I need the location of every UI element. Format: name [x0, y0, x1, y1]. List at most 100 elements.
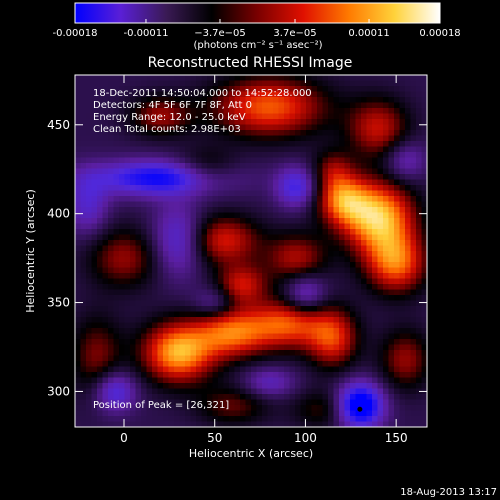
heatmap-cell [333, 306, 340, 312]
heatmap-cell [102, 168, 109, 175]
heatmap-cell [146, 295, 153, 301]
heatmap-cell [146, 102, 153, 109]
heatmap-cell [377, 124, 384, 131]
heatmap-cell [273, 223, 279, 230]
heatmap-cell [361, 196, 367, 202]
heatmap-cell [344, 262, 351, 268]
heatmap-cell [196, 152, 202, 158]
heatmap-cell [119, 295, 125, 301]
heatmap-cell [212, 190, 219, 197]
heatmap-cell [317, 317, 323, 323]
heatmap-cell [190, 421, 197, 428]
heatmap-cell [355, 394, 362, 400]
heatmap-cell [262, 218, 268, 224]
heatmap-cell [399, 366, 406, 373]
heatmap-cell [339, 267, 345, 274]
heatmap-cell [383, 300, 389, 307]
heatmap-cell [405, 383, 411, 389]
heatmap-cell [333, 372, 340, 378]
heatmap-cell [256, 328, 263, 334]
y-tick-label: 350 [47, 296, 70, 310]
heatmap-cell [311, 355, 318, 362]
heatmap-cell [322, 355, 329, 362]
heatmap-cell [251, 152, 257, 158]
heatmap-cell [405, 102, 411, 109]
heatmap-cell [163, 273, 169, 279]
heatmap-cell [240, 174, 246, 180]
heatmap-cell [135, 240, 142, 246]
heatmap-cell [245, 344, 252, 351]
heatmap-cell [91, 306, 98, 312]
heatmap-cell [300, 295, 307, 301]
heatmap-cell [113, 344, 120, 351]
heatmap-cell [377, 410, 384, 417]
heatmap-cell [251, 262, 257, 268]
heatmap-cell [174, 97, 180, 103]
heatmap-cell [317, 240, 323, 246]
heatmap-cell [399, 174, 406, 180]
heatmap-cell [372, 300, 378, 307]
heatmap-cell [366, 190, 373, 197]
heatmap-cell [240, 278, 246, 285]
heatmap-cell [80, 174, 87, 180]
heatmap-cell [361, 355, 367, 362]
heatmap-cell [86, 416, 92, 422]
heatmap-cell [251, 377, 257, 384]
heatmap-cell [317, 333, 323, 340]
heatmap-cell [201, 361, 208, 367]
heatmap-cell [399, 185, 406, 191]
heatmap-cell [124, 240, 131, 246]
heatmap-cell [421, 366, 428, 373]
heatmap-cell [377, 328, 384, 334]
heatmap-cell [196, 399, 202, 406]
heatmap-cell [91, 289, 98, 296]
heatmap-cell [97, 234, 103, 241]
heatmap-cell [108, 218, 114, 224]
heatmap-cell [339, 394, 345, 400]
heatmap-cell [289, 339, 296, 345]
heatmap-cell [289, 372, 296, 378]
heatmap-cell [207, 196, 213, 202]
heatmap-cell [201, 350, 208, 356]
heatmap-cell [218, 152, 224, 158]
heatmap-cell [339, 168, 345, 175]
heatmap-cell [240, 344, 246, 351]
heatmap-cell [322, 135, 329, 142]
heatmap-cell [300, 119, 307, 125]
heatmap-cell [97, 135, 103, 142]
heatmap-cell [410, 399, 417, 406]
heatmap-cell [196, 289, 202, 296]
heatmap-cell [245, 152, 252, 158]
heatmap-cell [405, 113, 411, 120]
heatmap-cell [97, 339, 103, 345]
heatmap-cell [383, 410, 389, 417]
heatmap-cell [201, 245, 208, 252]
heatmap-cell [91, 223, 98, 230]
heatmap-cell [394, 421, 400, 428]
heatmap-cell [388, 278, 395, 285]
heatmap-cell [328, 245, 334, 252]
heatmap-cell [410, 190, 417, 197]
heatmap-cell [207, 421, 213, 428]
heatmap-cell [75, 130, 81, 136]
heatmap-cell [394, 405, 400, 411]
heatmap-cell [355, 262, 362, 268]
heatmap-cell [317, 207, 323, 213]
heatmap-cell [97, 124, 103, 131]
heatmap-cell [91, 229, 98, 235]
heatmap-cell [405, 284, 411, 290]
heatmap-cell [361, 152, 367, 158]
heatmap-cell [262, 273, 268, 279]
heatmap-cell [295, 207, 301, 213]
heatmap-cell [157, 317, 164, 323]
heatmap-cell [223, 306, 230, 312]
heatmap-cell [157, 185, 164, 191]
heatmap-cell [399, 218, 406, 224]
heatmap-cell [207, 361, 213, 367]
heatmap-cell [124, 328, 131, 334]
heatmap-cell [75, 229, 81, 235]
heatmap-cell [339, 218, 345, 224]
heatmap-cell [262, 317, 268, 323]
heatmap-cell [130, 251, 136, 257]
heatmap-cell [75, 284, 81, 290]
